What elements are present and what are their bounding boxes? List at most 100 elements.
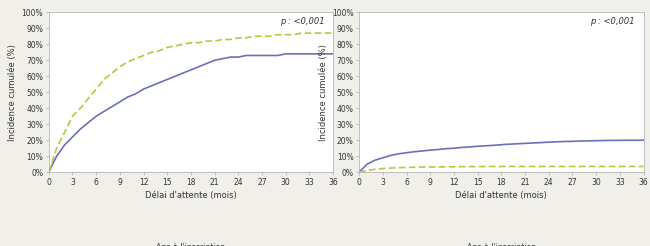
Inscrits pédiatriques xyxy=(640,165,647,168)
Inscrits pédiatriques xyxy=(242,36,250,39)
Inscrits pédiatriques xyxy=(371,168,379,171)
Inscrits adultes xyxy=(211,59,218,62)
Inscrits pédiatriques xyxy=(124,61,132,63)
Inscrits pédiatriques xyxy=(155,49,163,52)
Inscrits pédiatriques xyxy=(77,107,85,110)
Inscrits adultes xyxy=(187,68,195,71)
Inscrits pédiatriques xyxy=(616,165,624,168)
Inscrits pédiatriques xyxy=(45,171,53,174)
Y-axis label: Incidence cumulée (%): Incidence cumulée (%) xyxy=(318,44,328,141)
Inscrits pédiatriques xyxy=(68,115,76,118)
Inscrits pédiatriques xyxy=(306,32,313,35)
Inscrits adultes xyxy=(395,152,402,155)
Inscrits adultes xyxy=(545,141,552,144)
Inscrits adultes xyxy=(442,147,450,150)
Inscrits adultes xyxy=(227,56,235,59)
Inscrits adultes xyxy=(329,52,337,55)
Inscrits adultes xyxy=(474,145,482,148)
Inscrits adultes xyxy=(250,54,258,57)
Inscrits pédiatriques xyxy=(100,78,108,81)
Inscrits pédiatriques xyxy=(298,32,305,35)
Inscrits pédiatriques xyxy=(402,166,410,169)
Inscrits pédiatriques xyxy=(592,165,600,168)
Inscrits pédiatriques xyxy=(92,88,100,91)
Inscrits adultes xyxy=(355,171,363,174)
Inscrits pédiatriques xyxy=(529,165,537,168)
Inscrits adultes xyxy=(171,75,179,78)
Inscrits adultes xyxy=(60,143,68,146)
Inscrits adultes xyxy=(505,143,513,146)
Inscrits pédiatriques xyxy=(227,38,235,41)
Inscrits adultes xyxy=(616,139,624,142)
Inscrits pédiatriques xyxy=(569,165,577,168)
Inscrits adultes xyxy=(632,139,640,142)
Inscrits adultes xyxy=(140,88,148,91)
Inscrits pédiatriques xyxy=(84,97,92,100)
Inscrits pédiatriques xyxy=(163,46,171,49)
Inscrits adultes xyxy=(313,52,321,55)
Inscrits pédiatriques xyxy=(203,40,211,43)
Inscrits pédiatriques xyxy=(545,165,552,168)
Inscrits adultes xyxy=(163,78,171,81)
Inscrits adultes xyxy=(195,65,203,68)
Inscrits adultes xyxy=(426,149,434,152)
Inscrits pédiatriques xyxy=(514,165,521,168)
Inscrits pédiatriques xyxy=(632,165,640,168)
Inscrits adultes xyxy=(306,52,313,55)
Inscrits pédiatriques xyxy=(116,65,124,68)
Inscrits pédiatriques xyxy=(179,43,187,46)
Line: Inscrits adultes: Inscrits adultes xyxy=(49,54,333,172)
Inscrits pédiatriques xyxy=(266,35,274,38)
Inscrits pédiatriques xyxy=(258,35,266,38)
Inscrits pédiatriques xyxy=(584,165,592,168)
Inscrits adultes xyxy=(497,143,505,146)
Inscrits adultes xyxy=(116,100,124,103)
Inscrits adultes xyxy=(387,154,395,157)
Inscrits adultes xyxy=(600,139,608,142)
Inscrits adultes xyxy=(282,52,290,55)
Inscrits adultes xyxy=(640,139,647,142)
Inscrits pédiatriques xyxy=(608,165,616,168)
Inscrits pédiatriques xyxy=(521,165,529,168)
Inscrits adultes xyxy=(521,142,529,145)
Inscrits pédiatriques xyxy=(489,165,497,168)
Inscrits pédiatriques xyxy=(250,35,258,38)
Inscrits adultes xyxy=(537,141,545,144)
Inscrits pédiatriques xyxy=(282,33,290,36)
Legend: Inscrits adultes, Inscrits pédiatriques: Inscrits adultes, Inscrits pédiatriques xyxy=(407,243,596,246)
X-axis label: Délai d'attente (mois): Délai d'attente (mois) xyxy=(456,191,547,200)
Inscrits adultes xyxy=(298,52,305,55)
Inscrits adultes xyxy=(450,147,458,150)
Inscrits adultes xyxy=(411,150,419,153)
Inscrits adultes xyxy=(624,139,632,142)
Inscrits pédiatriques xyxy=(132,57,140,60)
Inscrits adultes xyxy=(466,145,474,148)
Inscrits adultes xyxy=(529,141,537,144)
Inscrits pédiatriques xyxy=(600,165,608,168)
Inscrits pédiatriques xyxy=(552,165,560,168)
Text: p : <0,001: p : <0,001 xyxy=(280,17,324,26)
Inscrits pédiatriques xyxy=(171,44,179,47)
Inscrits adultes xyxy=(569,140,577,143)
Inscrits adultes xyxy=(458,146,465,149)
Inscrits adultes xyxy=(203,62,211,65)
Inscrits adultes xyxy=(148,84,155,87)
Inscrits adultes xyxy=(608,139,616,142)
Inscrits pédiatriques xyxy=(218,38,226,41)
Inscrits adultes xyxy=(434,148,442,151)
Inscrits adultes xyxy=(489,144,497,147)
Inscrits pédiatriques xyxy=(53,147,60,150)
Inscrits pédiatriques xyxy=(434,166,442,169)
Inscrits pédiatriques xyxy=(537,165,545,168)
X-axis label: Délai d'attente (mois): Délai d'attente (mois) xyxy=(145,191,237,200)
Inscrits pédiatriques xyxy=(497,165,505,168)
Inscrits pédiatriques xyxy=(426,166,434,169)
Line: Inscrits adultes: Inscrits adultes xyxy=(359,140,644,172)
Text: p : <0,001: p : <0,001 xyxy=(590,17,635,26)
Inscrits pédiatriques xyxy=(108,72,116,75)
Inscrits adultes xyxy=(514,142,521,145)
Inscrits pédiatriques xyxy=(313,32,321,35)
Inscrits adultes xyxy=(242,54,250,57)
Inscrits adultes xyxy=(552,140,560,143)
Inscrits adultes xyxy=(235,56,242,59)
